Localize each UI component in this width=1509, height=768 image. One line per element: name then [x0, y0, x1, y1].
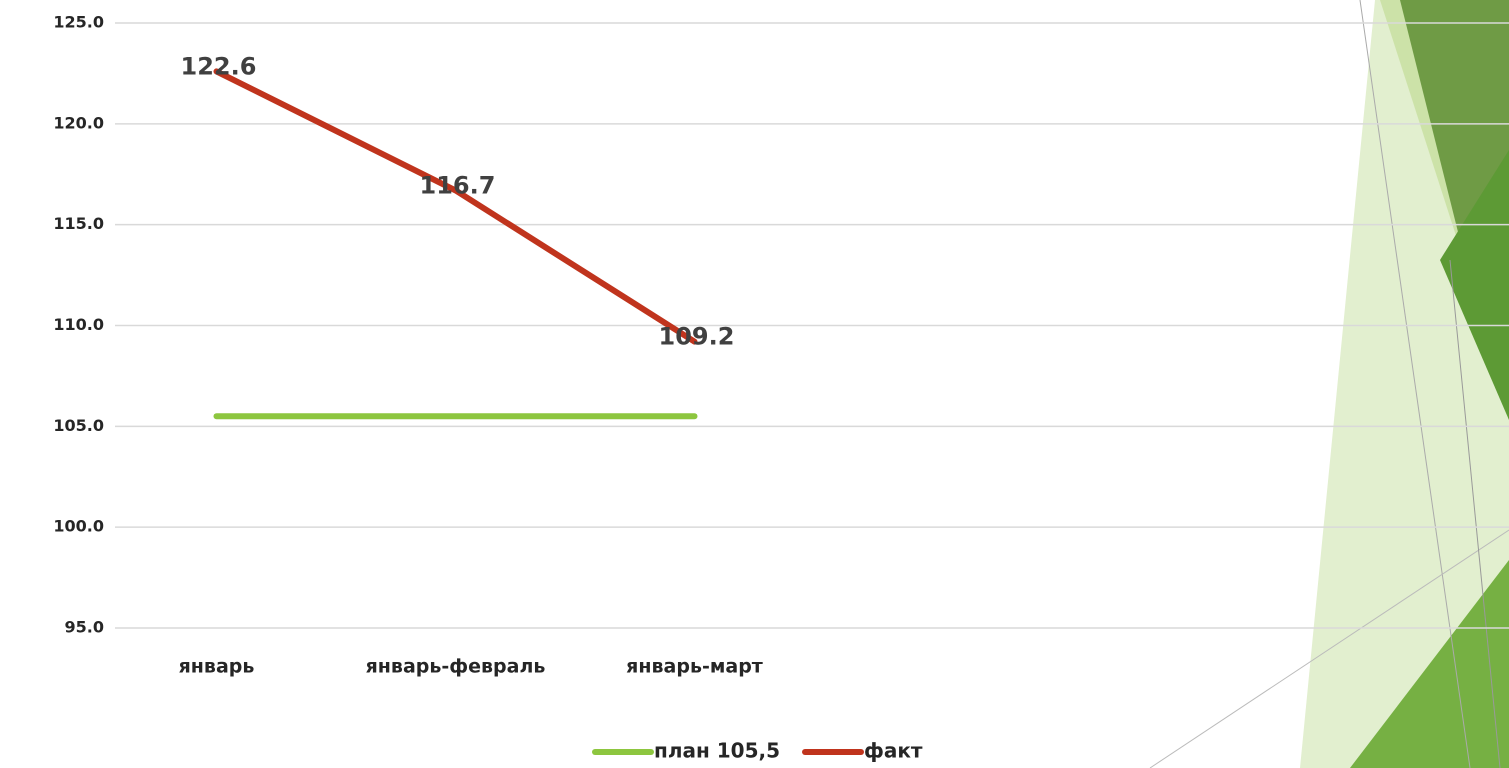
x-tick-label: январь: [179, 656, 255, 678]
legend-label: факт: [864, 739, 923, 763]
y-tick-label: 125.0: [53, 13, 104, 32]
y-tick-label: 95.0: [65, 618, 104, 637]
y-tick-label: 120.0: [53, 113, 104, 132]
x-tick-label: январь-февраль: [366, 656, 546, 678]
deco-line: [1149, 529, 1509, 768]
decoration: [1149, 0, 1509, 768]
y-tick-label: 100.0: [53, 517, 104, 536]
y-tick-label: 110.0: [53, 315, 104, 334]
legend-label: план 105,5: [654, 739, 780, 763]
series-line: [213, 68, 698, 345]
data-label: 122.6: [181, 52, 257, 80]
y-tick-label: 105.0: [53, 416, 104, 435]
deco-line: [1449, 259, 1501, 768]
deco-shape: [1350, 560, 1509, 768]
deco-line: [1359, 0, 1471, 768]
x-tick-label: январь-март: [626, 656, 763, 678]
data-label: 109.2: [659, 323, 735, 351]
deco-shape: [1440, 150, 1509, 420]
y-tick-label: 115.0: [53, 214, 104, 233]
data-label: 116.7: [420, 171, 496, 199]
